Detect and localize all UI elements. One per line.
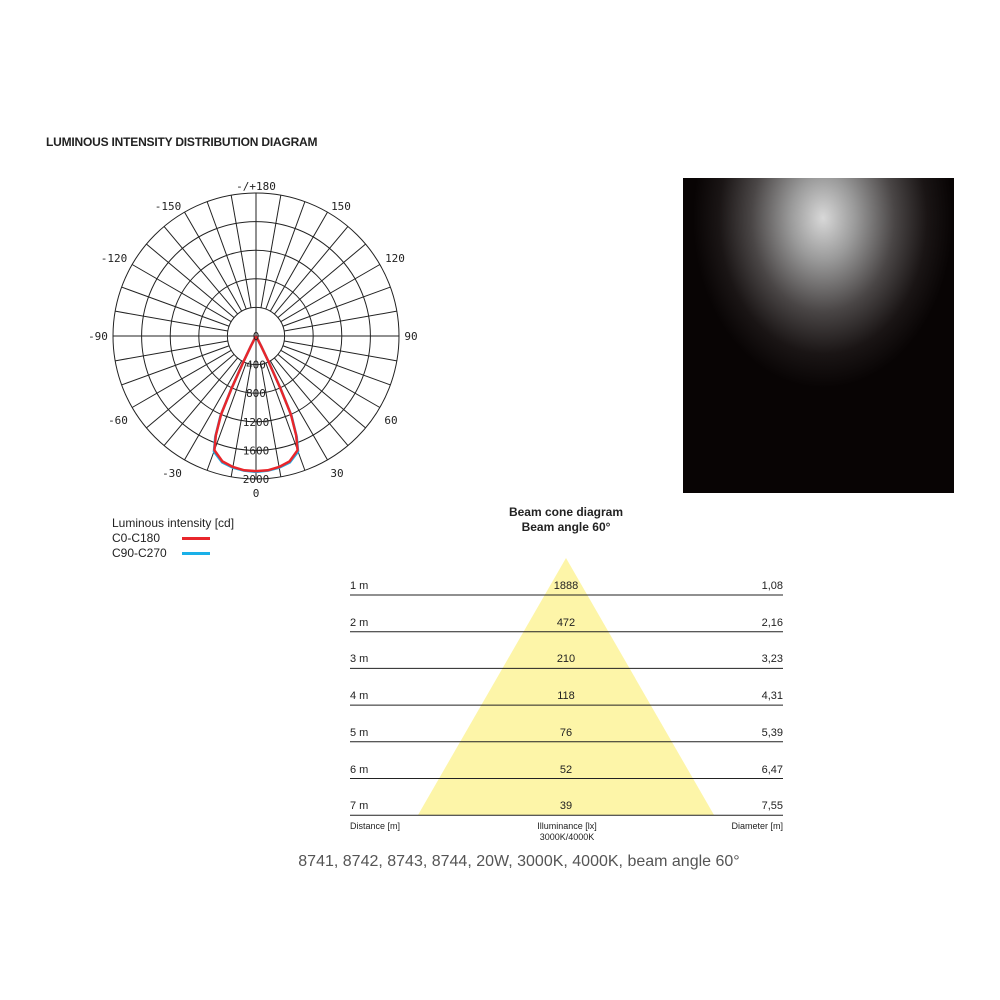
curve-c0-c180 [213,335,299,473]
grid-spoke [230,195,252,308]
row-illuminance: 118 [557,690,575,703]
ring-label: 1200 [243,416,270,429]
legend-item: C90-C270 [112,546,234,561]
grid-spoke [277,354,366,429]
ring-label: 1600 [243,444,270,457]
row-distance: 5 m [350,726,369,739]
row-diameter: 5,39 [761,726,783,739]
grid-spoke [131,349,232,408]
ring-label: 800 [246,387,266,400]
grid-spoke [260,364,282,477]
row-illuminance: 76 [559,726,573,739]
grid-spoke [163,357,238,446]
row-illuminance: 39 [559,800,573,813]
grid-spoke [260,195,282,308]
row-diameter: 6,47 [761,763,783,776]
legend-swatch [182,552,210,555]
polar-curves [212,335,300,474]
ring-label: 0 [253,330,260,343]
row-diameter: 7,55 [761,800,783,813]
row-diameter: 3,23 [761,653,783,666]
grid-spoke [269,211,328,312]
cone-subtitle: Beam angle 60° [521,520,611,534]
grid-spoke [115,310,228,332]
beam-cone-shape [418,558,714,815]
row-distance: 2 m [350,616,369,629]
ring-label: 400 [246,359,266,372]
angle-label: -/+180 [236,180,276,193]
light-beam-photo [683,178,954,493]
angle-label: -60 [108,414,128,427]
product-caption: 8741, 8742, 8743, 8744, 20W, 3000K, 4000… [298,853,740,870]
footer-illuminance: Illuminance [lx] 3000K/4000K [500,821,634,843]
grid-spoke [274,357,349,446]
row-distance: 7 m [350,800,369,813]
row-illuminance: 210 [556,653,576,666]
grid-spoke [280,349,381,408]
angle-label: 30 [330,467,343,480]
grid-spoke [163,226,238,315]
grid-spoke [277,243,366,318]
footer-distance: Distance [m] [350,821,401,831]
angle-label: -120 [101,252,128,265]
angle-label: 90 [404,330,417,343]
legend: Luminous intensity [cd] C0-C180 C90-C270 [112,516,234,561]
angle-label: 0 [253,487,260,500]
grid-spoke [282,345,391,386]
angle-label: 150 [331,200,351,213]
footer-illuminance-label: Illuminance [lx] [537,821,597,831]
legend-swatch [182,537,210,540]
row-distance: 1 m [350,580,369,592]
grid-spoke [121,286,230,327]
legend-label: C0-C180 [112,531,161,545]
grid-spoke [184,360,243,461]
page-title: LUMINOUS INTENSITY DISTRIBUTION DIAGRAM [46,135,318,149]
row-illuminance: 52 [559,763,573,776]
grid-spoke [184,211,243,312]
row-diameter: 4,31 [761,690,783,703]
angle-label: -90 [88,330,108,343]
grid-spoke [269,360,328,461]
row-diameter: 2,16 [761,616,783,629]
grid-spoke [115,340,228,362]
cone-title: Beam cone diagram Beam angle 60° [466,505,666,535]
grid-spoke [121,345,230,386]
legend-title: Luminous intensity [cd] [112,516,235,530]
footer-diameter: Diameter [m] [731,821,783,831]
angle-label: 120 [385,252,405,265]
grid-spoke [146,243,235,318]
grid-spoke [265,201,306,310]
ring-label: 2000 [243,473,270,486]
row-distance: 3 m [350,653,369,666]
cone-title-text: Beam cone diagram [508,505,624,519]
footer-cct: 3000K/4000K [539,832,595,842]
grid-spoke [230,364,252,477]
row-illuminance: 472 [556,616,576,629]
legend-item: C0-C180 [112,531,234,546]
angle-label: -150 [155,200,182,213]
polar-diagram: -/+180 -150 150 -120 120 -90 90 -60 60 -30 30 0 0 400… [88,180,418,500]
grid-spoke [274,226,349,315]
grid-spoke [280,264,381,323]
row-distance: 4 m [350,690,369,703]
grid-spoke [284,310,397,332]
legend-label: C90-C270 [112,546,167,560]
grid-spoke [206,201,247,310]
grid-spoke [146,354,235,429]
angle-label: -30 [162,467,182,480]
grid-spoke [284,340,397,362]
grid-spoke [282,286,391,327]
row-illuminance: 1888 [553,580,579,592]
row-diameter: 1,08 [761,580,783,592]
angle-label: 60 [384,414,397,427]
grid-spoke [131,264,232,323]
row-distance: 6 m [350,763,369,776]
